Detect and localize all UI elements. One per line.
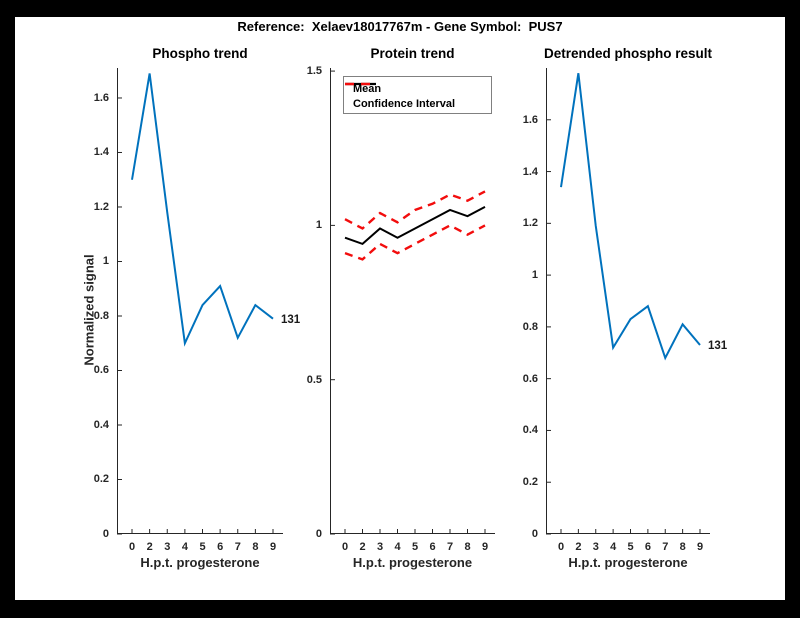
y-tick-label: 1.2: [93, 200, 109, 213]
x-tick-label: 9: [269, 541, 277, 553]
x-tick-label: 4: [610, 541, 617, 553]
y-tick-label: 0.6: [522, 372, 538, 385]
y-tick-label: 0.2: [522, 476, 538, 489]
y-tick-label: 0.4: [93, 418, 109, 431]
x-tick-label: 2: [146, 541, 153, 553]
x-tick-label: 8: [252, 541, 259, 553]
x-tick-label: 5: [411, 541, 419, 553]
x-tick-label: 3: [164, 541, 171, 553]
subplot-title: Protein trend: [370, 46, 455, 61]
y-tick-label: 0.6: [93, 364, 109, 377]
series-line-ci-upper: [344, 190, 486, 230]
matlab-figure-canvas: Reference: Xelaev18017767m - Gene Symbol…: [15, 17, 785, 600]
x-tick-label: 2: [575, 541, 582, 553]
x-tick-label: 6: [644, 541, 651, 553]
y-tick-label: 0: [102, 528, 109, 540]
x-tick-label: 7: [446, 541, 454, 553]
x-tick-label: 3: [592, 541, 599, 553]
x-axis-label: H.p.t. progesterone: [568, 555, 688, 570]
figure-title: Reference: Xelaev18017767m - Gene Symbol…: [237, 19, 563, 34]
x-tick-label: 7: [234, 541, 241, 553]
plot-area: Mean Confidence Interval 0 2 3 4 5 6 7 8 9 0 0.5 1 1…: [307, 65, 495, 553]
x-axis-label: H.p.t. progesterone: [140, 555, 260, 570]
series-line-phospho-signal: [131, 73, 274, 347]
y-tick-label: 0: [315, 528, 322, 540]
x-tick-label: 0: [341, 541, 349, 553]
x-tick-label: 9: [481, 541, 489, 553]
y-tick-label: 1: [102, 255, 109, 268]
series-line-ci-lower: [344, 224, 486, 261]
x-tick-label: 6: [429, 541, 436, 553]
y-tick-label: 1.6: [93, 91, 109, 104]
legend-mean-label: Mean: [353, 82, 382, 95]
y-tick-label: 0.8: [93, 309, 109, 322]
x-tick-label: 9: [696, 541, 704, 553]
y-tick-label: 0.8: [522, 320, 538, 333]
x-tick-label: 2: [359, 541, 366, 553]
legend-ci-line-icon: [345, 82, 376, 86]
y-tick-label: 0.4: [522, 424, 538, 437]
x-tick-label: 0: [557, 541, 565, 553]
y-tick-label: 1.2: [522, 217, 538, 230]
y-tick-label: 1.5: [306, 65, 322, 78]
x-tick-label: 0: [128, 541, 136, 553]
y-tick-label: 1.4: [522, 165, 538, 178]
y-tick-label: 1: [531, 269, 538, 282]
x-tick-label: 7: [662, 541, 669, 553]
x-tick-label: 6: [217, 541, 224, 553]
y-tick-label: 0.2: [93, 473, 109, 486]
x-tick-label: 5: [199, 541, 206, 553]
x-tick-label: 4: [181, 541, 188, 553]
subplot-title: Phospho trend: [152, 46, 248, 61]
y-tick-label: 1.4: [93, 146, 109, 159]
y-tick-label: 1.6: [522, 113, 538, 126]
series-end-label: 131: [281, 313, 301, 326]
x-tick-label: 5: [627, 541, 634, 553]
series-line-detrended-phospho: [560, 73, 701, 361]
plot-area: 0 2 3 4 5 6 7 8 9 0 0.2 0.4 0.6 0.8 1 1.2 1.4 1.6 131: [523, 68, 727, 553]
series-line-mean: [344, 205, 486, 246]
series-end-label: 131: [708, 340, 728, 352]
x-tick-label: 8: [464, 541, 471, 553]
plot-area: 0 2 3 4 5 6 7 8 9 0 0.2 0.4 0.6 0.8 1 1.2 1.4 1.6 131: [94, 68, 300, 553]
x-tick-label: 4: [394, 541, 401, 553]
y-tick-label: 1: [315, 219, 322, 232]
subplot-title: Detrended phospho result: [543, 46, 712, 61]
x-axis-label: H.p.t. progesterone: [352, 555, 473, 570]
y-tick-label: 0: [531, 528, 538, 540]
legend: Mean Confidence Interval: [343, 76, 492, 114]
x-tick-label: 8: [679, 541, 686, 553]
legend-ci-label: Confidence Interval: [353, 97, 456, 110]
legend-row-ci: Confidence Interval: [345, 82, 491, 111]
y-tick-label: 0.5: [306, 373, 322, 386]
x-tick-label: 3: [376, 541, 384, 553]
